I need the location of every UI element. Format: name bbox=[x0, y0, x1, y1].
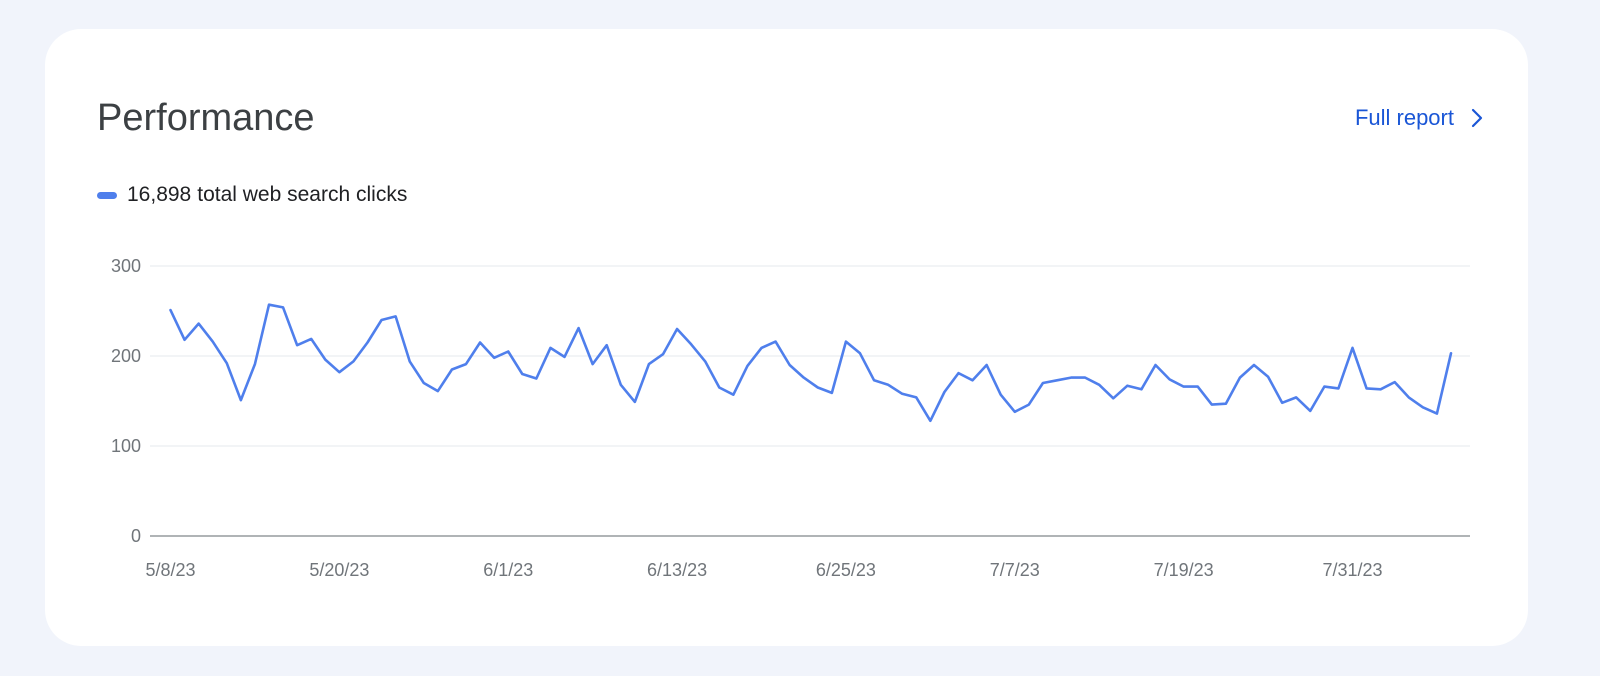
y-axis-ticks: 0 100 200 300 bbox=[111, 256, 141, 546]
y-tick-label: 300 bbox=[111, 256, 141, 276]
full-report-label: Full report bbox=[1354, 105, 1454, 130]
series-line-web-search-clicks bbox=[169, 303, 1453, 423]
x-tick-label: 6/1/23 bbox=[483, 560, 533, 580]
x-tick-label: 5/20/23 bbox=[309, 560, 369, 580]
x-tick-label: 7/19/23 bbox=[1154, 560, 1214, 580]
performance-card: Performance Full report 16,898 total web… bbox=[45, 29, 1528, 646]
full-report-link[interactable]: Full report bbox=[1355, 105, 1484, 131]
y-tick-label: 200 bbox=[111, 346, 141, 366]
legend-swatch bbox=[97, 191, 117, 199]
y-tick-label: 0 bbox=[131, 526, 141, 546]
x-tick-label: 6/25/23 bbox=[816, 560, 876, 580]
series-layer bbox=[169, 303, 1453, 423]
x-tick-label: 5/8/23 bbox=[145, 560, 195, 580]
x-tick-label: 6/13/23 bbox=[647, 560, 707, 580]
x-axis-ticks: 5/8/23 5/20/23 6/1/23 6/13/23 6/25/23 7/7/23 7… bbox=[145, 560, 1382, 580]
y-tick-label: 100 bbox=[111, 436, 141, 456]
card-title: Performance bbox=[97, 97, 315, 139]
legend-total: 16,898 bbox=[127, 183, 192, 206]
x-tick-label: 7/7/23 bbox=[990, 560, 1040, 580]
chevron-right-icon bbox=[1471, 108, 1483, 128]
x-tick-label: 7/31/23 bbox=[1322, 560, 1382, 580]
legend-label: total web search clicks bbox=[197, 183, 408, 206]
grid-layer bbox=[150, 265, 1470, 537]
chart-legend: 16,898 total web search clicks bbox=[97, 183, 407, 207]
